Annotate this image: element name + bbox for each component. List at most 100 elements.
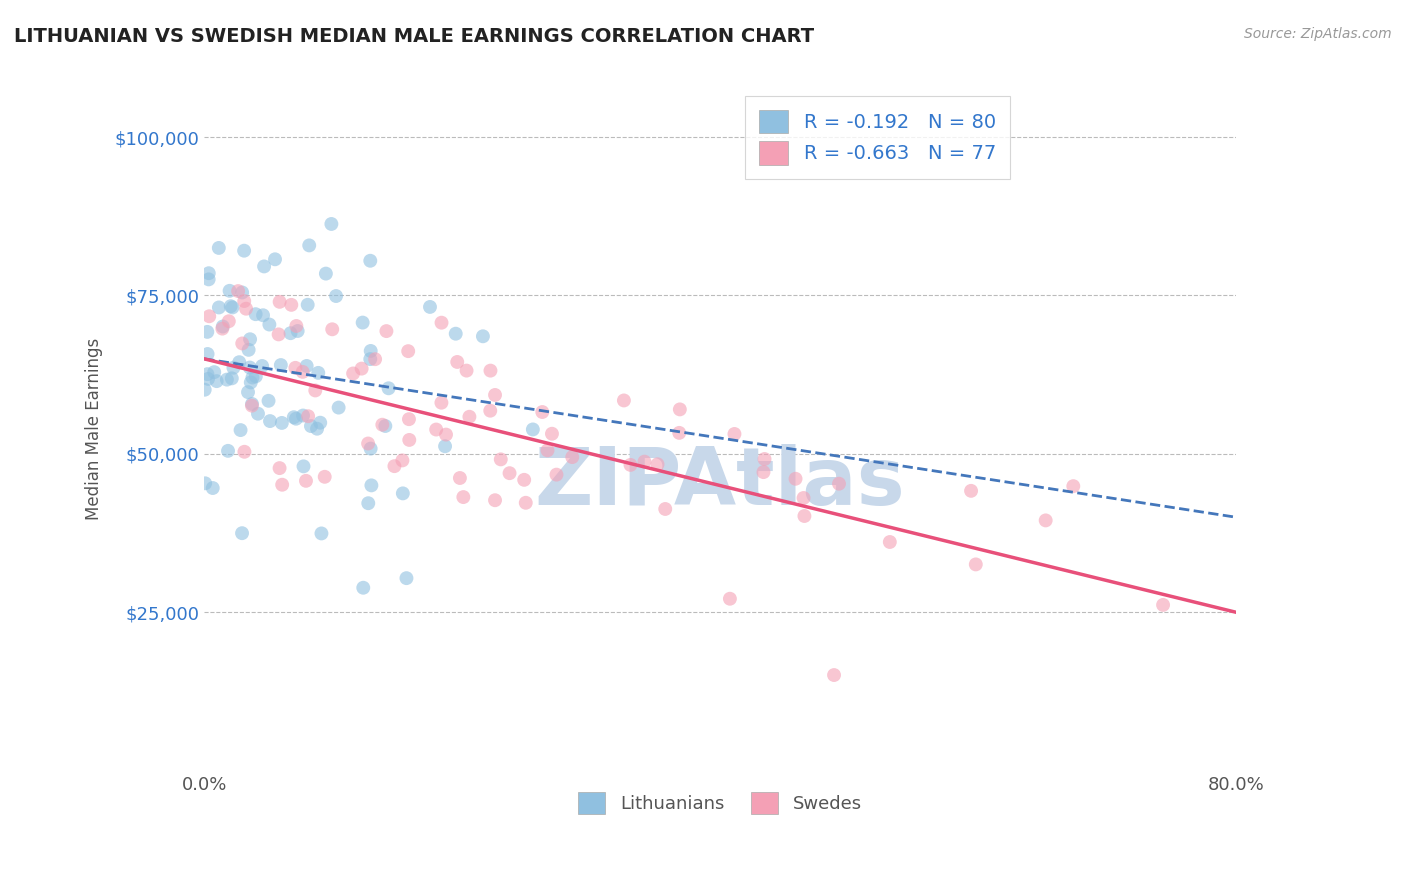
Point (444, 326, 467, 341)
Point (299, 419, 322, 434)
Point (613, 393, 636, 408)
Text: LITHUANIAN VS SWEDISH MEDIAN MALE EARNINGS CORRELATION CHART: LITHUANIAN VS SWEDISH MEDIAN MALE EARNIN… (14, 27, 814, 45)
Point (271, 477, 294, 491)
Y-axis label: Median Male Earnings: Median Male Earnings (86, 337, 103, 520)
Point (357, 496, 380, 510)
Point (471, 329, 494, 343)
Point (259, 414, 281, 428)
Point (259, 318, 281, 332)
Point (311, 526, 333, 541)
Point (291, 365, 314, 379)
Point (541, 426, 564, 441)
Point (357, 436, 380, 450)
Point (205, 374, 228, 388)
Point (245, 307, 267, 321)
Point (307, 422, 329, 436)
Point (287, 324, 309, 338)
Point (434, 427, 457, 442)
Point (793, 508, 815, 523)
Point (498, 466, 520, 480)
Point (669, 402, 692, 417)
Point (531, 405, 554, 419)
Point (314, 470, 336, 484)
Point (208, 301, 231, 315)
Point (1152, 598, 1174, 612)
Point (195, 325, 218, 339)
Point (285, 411, 308, 425)
Point (434, 439, 457, 453)
Point (364, 352, 387, 367)
Point (754, 452, 776, 467)
Point (723, 427, 745, 442)
Point (619, 458, 641, 472)
Point (231, 285, 253, 300)
Point (222, 360, 245, 375)
Point (375, 324, 398, 338)
Point (879, 535, 901, 549)
Point (453, 490, 475, 504)
Point (752, 465, 775, 479)
Point (238, 343, 260, 357)
Point (392, 486, 415, 500)
Point (280, 326, 302, 341)
Point (350, 361, 373, 376)
Point (960, 483, 983, 498)
Point (297, 409, 319, 424)
Point (325, 289, 347, 303)
Point (309, 416, 332, 430)
Point (233, 293, 256, 308)
Point (396, 344, 419, 359)
Point (828, 476, 851, 491)
Point (446, 355, 468, 369)
Point (226, 284, 249, 298)
Text: ZIPAtlas: ZIPAtlas (534, 444, 905, 523)
Point (285, 318, 308, 333)
Point (1062, 479, 1084, 493)
Point (246, 407, 269, 421)
Point (513, 473, 536, 487)
Point (391, 453, 413, 467)
Point (242, 370, 264, 384)
Point (197, 347, 219, 361)
Point (292, 409, 315, 423)
Point (239, 376, 262, 390)
Point (328, 401, 350, 415)
Point (233, 244, 256, 258)
Point (484, 388, 506, 402)
Point (197, 272, 219, 286)
Point (267, 327, 290, 342)
Point (546, 467, 568, 482)
Point (793, 491, 815, 505)
Point (359, 352, 381, 367)
Point (419, 300, 441, 314)
Point (295, 359, 318, 373)
Point (823, 668, 845, 682)
Point (280, 298, 302, 312)
Point (515, 496, 537, 510)
Point (208, 241, 231, 255)
Point (359, 253, 381, 268)
Point (360, 343, 382, 358)
Point (315, 267, 337, 281)
Point (398, 433, 420, 447)
Point (561, 450, 583, 464)
Point (430, 316, 453, 330)
Point (1035, 513, 1057, 527)
Point (231, 336, 253, 351)
Point (201, 481, 224, 495)
Point (269, 461, 291, 475)
Point (371, 417, 394, 432)
Point (292, 459, 315, 474)
Point (456, 363, 478, 377)
Point (240, 399, 263, 413)
Point (197, 367, 219, 381)
Point (239, 332, 262, 346)
Point (633, 455, 655, 469)
Point (270, 358, 292, 372)
Point (228, 355, 250, 369)
Point (252, 308, 274, 322)
Text: Source: ZipAtlas.com: Source: ZipAtlas.com (1244, 27, 1392, 41)
Point (257, 393, 280, 408)
Point (430, 395, 453, 409)
Point (239, 360, 262, 375)
